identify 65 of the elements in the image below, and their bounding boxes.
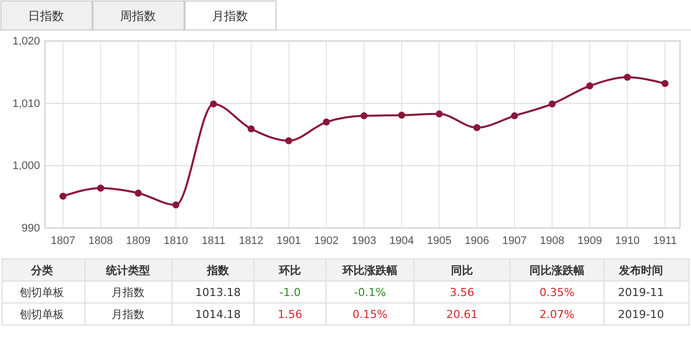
text: 1013.18 bbox=[195, 286, 241, 299]
x-tick-label: 1903 bbox=[352, 234, 376, 247]
y-tick-label: 990 bbox=[22, 222, 40, 235]
text: 指数 bbox=[206, 264, 230, 277]
y-tick-label: 1,020 bbox=[12, 36, 40, 48]
text: -0.1% bbox=[354, 286, 386, 299]
text: 2019-10 bbox=[618, 308, 664, 321]
x-tick-label: 1902 bbox=[314, 234, 339, 247]
x-tick-label: 1908 bbox=[540, 234, 564, 247]
y-tick-label: 1,010 bbox=[12, 98, 40, 110]
point bbox=[360, 112, 368, 120]
text: 周指数 bbox=[120, 9, 156, 23]
text: 刨切单板 bbox=[20, 308, 64, 321]
point bbox=[60, 192, 66, 200]
text: 3.56 bbox=[450, 286, 474, 299]
text: 发布时间 bbox=[618, 264, 663, 277]
text: 1.56 bbox=[278, 308, 302, 321]
text: 0.15% bbox=[352, 308, 388, 321]
point bbox=[662, 80, 668, 88]
x-tick-label: 1901 bbox=[276, 234, 301, 247]
text: 同比涨跌幅 bbox=[530, 264, 584, 277]
x-tick-label: 1909 bbox=[578, 234, 602, 247]
point bbox=[97, 184, 104, 192]
x-tick-label: 1907 bbox=[502, 234, 527, 247]
point bbox=[436, 110, 443, 118]
point bbox=[398, 112, 406, 119]
point bbox=[511, 112, 518, 120]
text: 月指数 bbox=[212, 9, 248, 23]
text: 日指数 bbox=[28, 9, 64, 23]
text: 20.61 bbox=[446, 308, 478, 321]
text: 分类 bbox=[30, 264, 53, 277]
y-tick-label: 1,000 bbox=[12, 160, 40, 172]
text: 刨切单板 bbox=[20, 286, 64, 299]
text: 月指数 bbox=[112, 308, 144, 321]
x-tick-label: 1810 bbox=[164, 234, 188, 247]
x-tick-label: 1911 bbox=[653, 234, 677, 247]
text: 1014.18 bbox=[195, 308, 241, 321]
text: 同比 bbox=[451, 264, 473, 277]
text: 统计类型 bbox=[105, 264, 150, 277]
text: 2019-11 bbox=[618, 286, 664, 299]
point bbox=[473, 124, 480, 132]
x-tick-label: 1906 bbox=[464, 234, 490, 247]
x-tick-label: 1811 bbox=[202, 234, 226, 247]
point bbox=[322, 118, 330, 126]
x-tick-label: 1808 bbox=[88, 234, 113, 247]
x-tick-label: 1910 bbox=[615, 234, 640, 247]
point bbox=[172, 201, 180, 208]
text: 月指数 bbox=[112, 286, 144, 299]
x-tick-label: 1905 bbox=[427, 234, 452, 247]
text: -1.0 bbox=[279, 286, 301, 299]
text: 0.35% bbox=[540, 286, 574, 299]
x-tick-label: 1809 bbox=[126, 234, 150, 247]
text: 环比 bbox=[278, 264, 301, 277]
point bbox=[210, 100, 217, 108]
point bbox=[586, 82, 594, 90]
x-tick-label: 1807 bbox=[50, 234, 76, 247]
point bbox=[134, 190, 142, 197]
point bbox=[548, 100, 556, 108]
point bbox=[285, 137, 292, 144]
x-tick-label: 1904 bbox=[389, 234, 414, 247]
point bbox=[248, 125, 255, 132]
text: 环比涨跌幅 bbox=[342, 264, 398, 277]
point bbox=[624, 74, 631, 81]
text: 2.07% bbox=[540, 308, 574, 321]
x-tick-label: 1812 bbox=[238, 234, 264, 247]
